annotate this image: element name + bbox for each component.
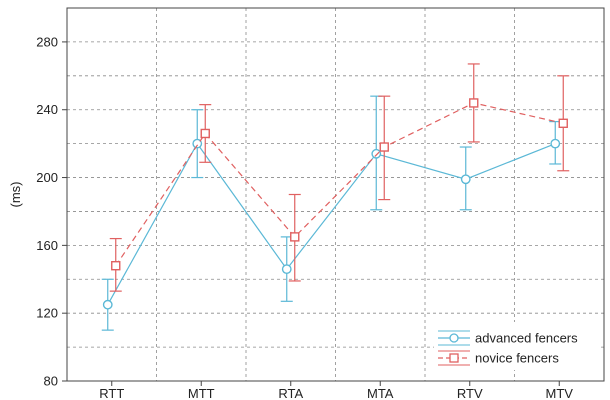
- x-tick-label: MTV: [546, 386, 574, 400]
- data-point: [371, 148, 382, 159]
- data-point: [460, 174, 471, 185]
- y-axis: 80 120 160 200 240 280: [36, 34, 67, 389]
- data-point: [281, 264, 292, 274]
- data-point: [558, 118, 568, 128]
- y-tick-label: 120: [36, 306, 58, 321]
- data-point: [111, 261, 121, 271]
- legend: advanced fencers novice fencers: [434, 322, 600, 370]
- data-point: [192, 138, 203, 149]
- y-tick-label: 280: [36, 34, 58, 49]
- x-axis: RTT MTT RTA MTA RTV MTV: [99, 381, 573, 400]
- y-tick-label: 160: [36, 238, 58, 253]
- y-tick-label: 200: [36, 170, 58, 185]
- series-novice-fencers: [109, 63, 570, 292]
- series-line: [107, 142, 556, 305]
- y-axis-label: (ms): [8, 182, 23, 208]
- y-tick-label: 240: [36, 102, 58, 117]
- legend-label: advanced fencers: [475, 331, 578, 346]
- data-point: [290, 232, 300, 242]
- grid-lines: [67, 8, 604, 381]
- data-point: [469, 98, 479, 108]
- y-tick-label: 80: [44, 374, 58, 389]
- series-line: [115, 102, 564, 267]
- data-point: [379, 142, 389, 152]
- legend-marker: [449, 353, 459, 363]
- data-point: [550, 138, 561, 149]
- x-tick-label: RTT: [99, 386, 124, 400]
- x-tick-label: RTV: [457, 386, 483, 400]
- x-tick-label: RTA: [278, 386, 303, 400]
- data-point: [102, 299, 113, 310]
- x-tick-label: MTT: [188, 386, 215, 400]
- x-tick-label: MTA: [367, 386, 394, 400]
- series-advanced-fencers: [101, 95, 562, 331]
- series-layer: [101, 63, 570, 331]
- legend-marker: [449, 333, 459, 343]
- plot-frame: [66, 7, 605, 382]
- data-point: [200, 128, 210, 139]
- legend-label: novice fencers: [475, 351, 559, 366]
- legend-box: [434, 322, 600, 370]
